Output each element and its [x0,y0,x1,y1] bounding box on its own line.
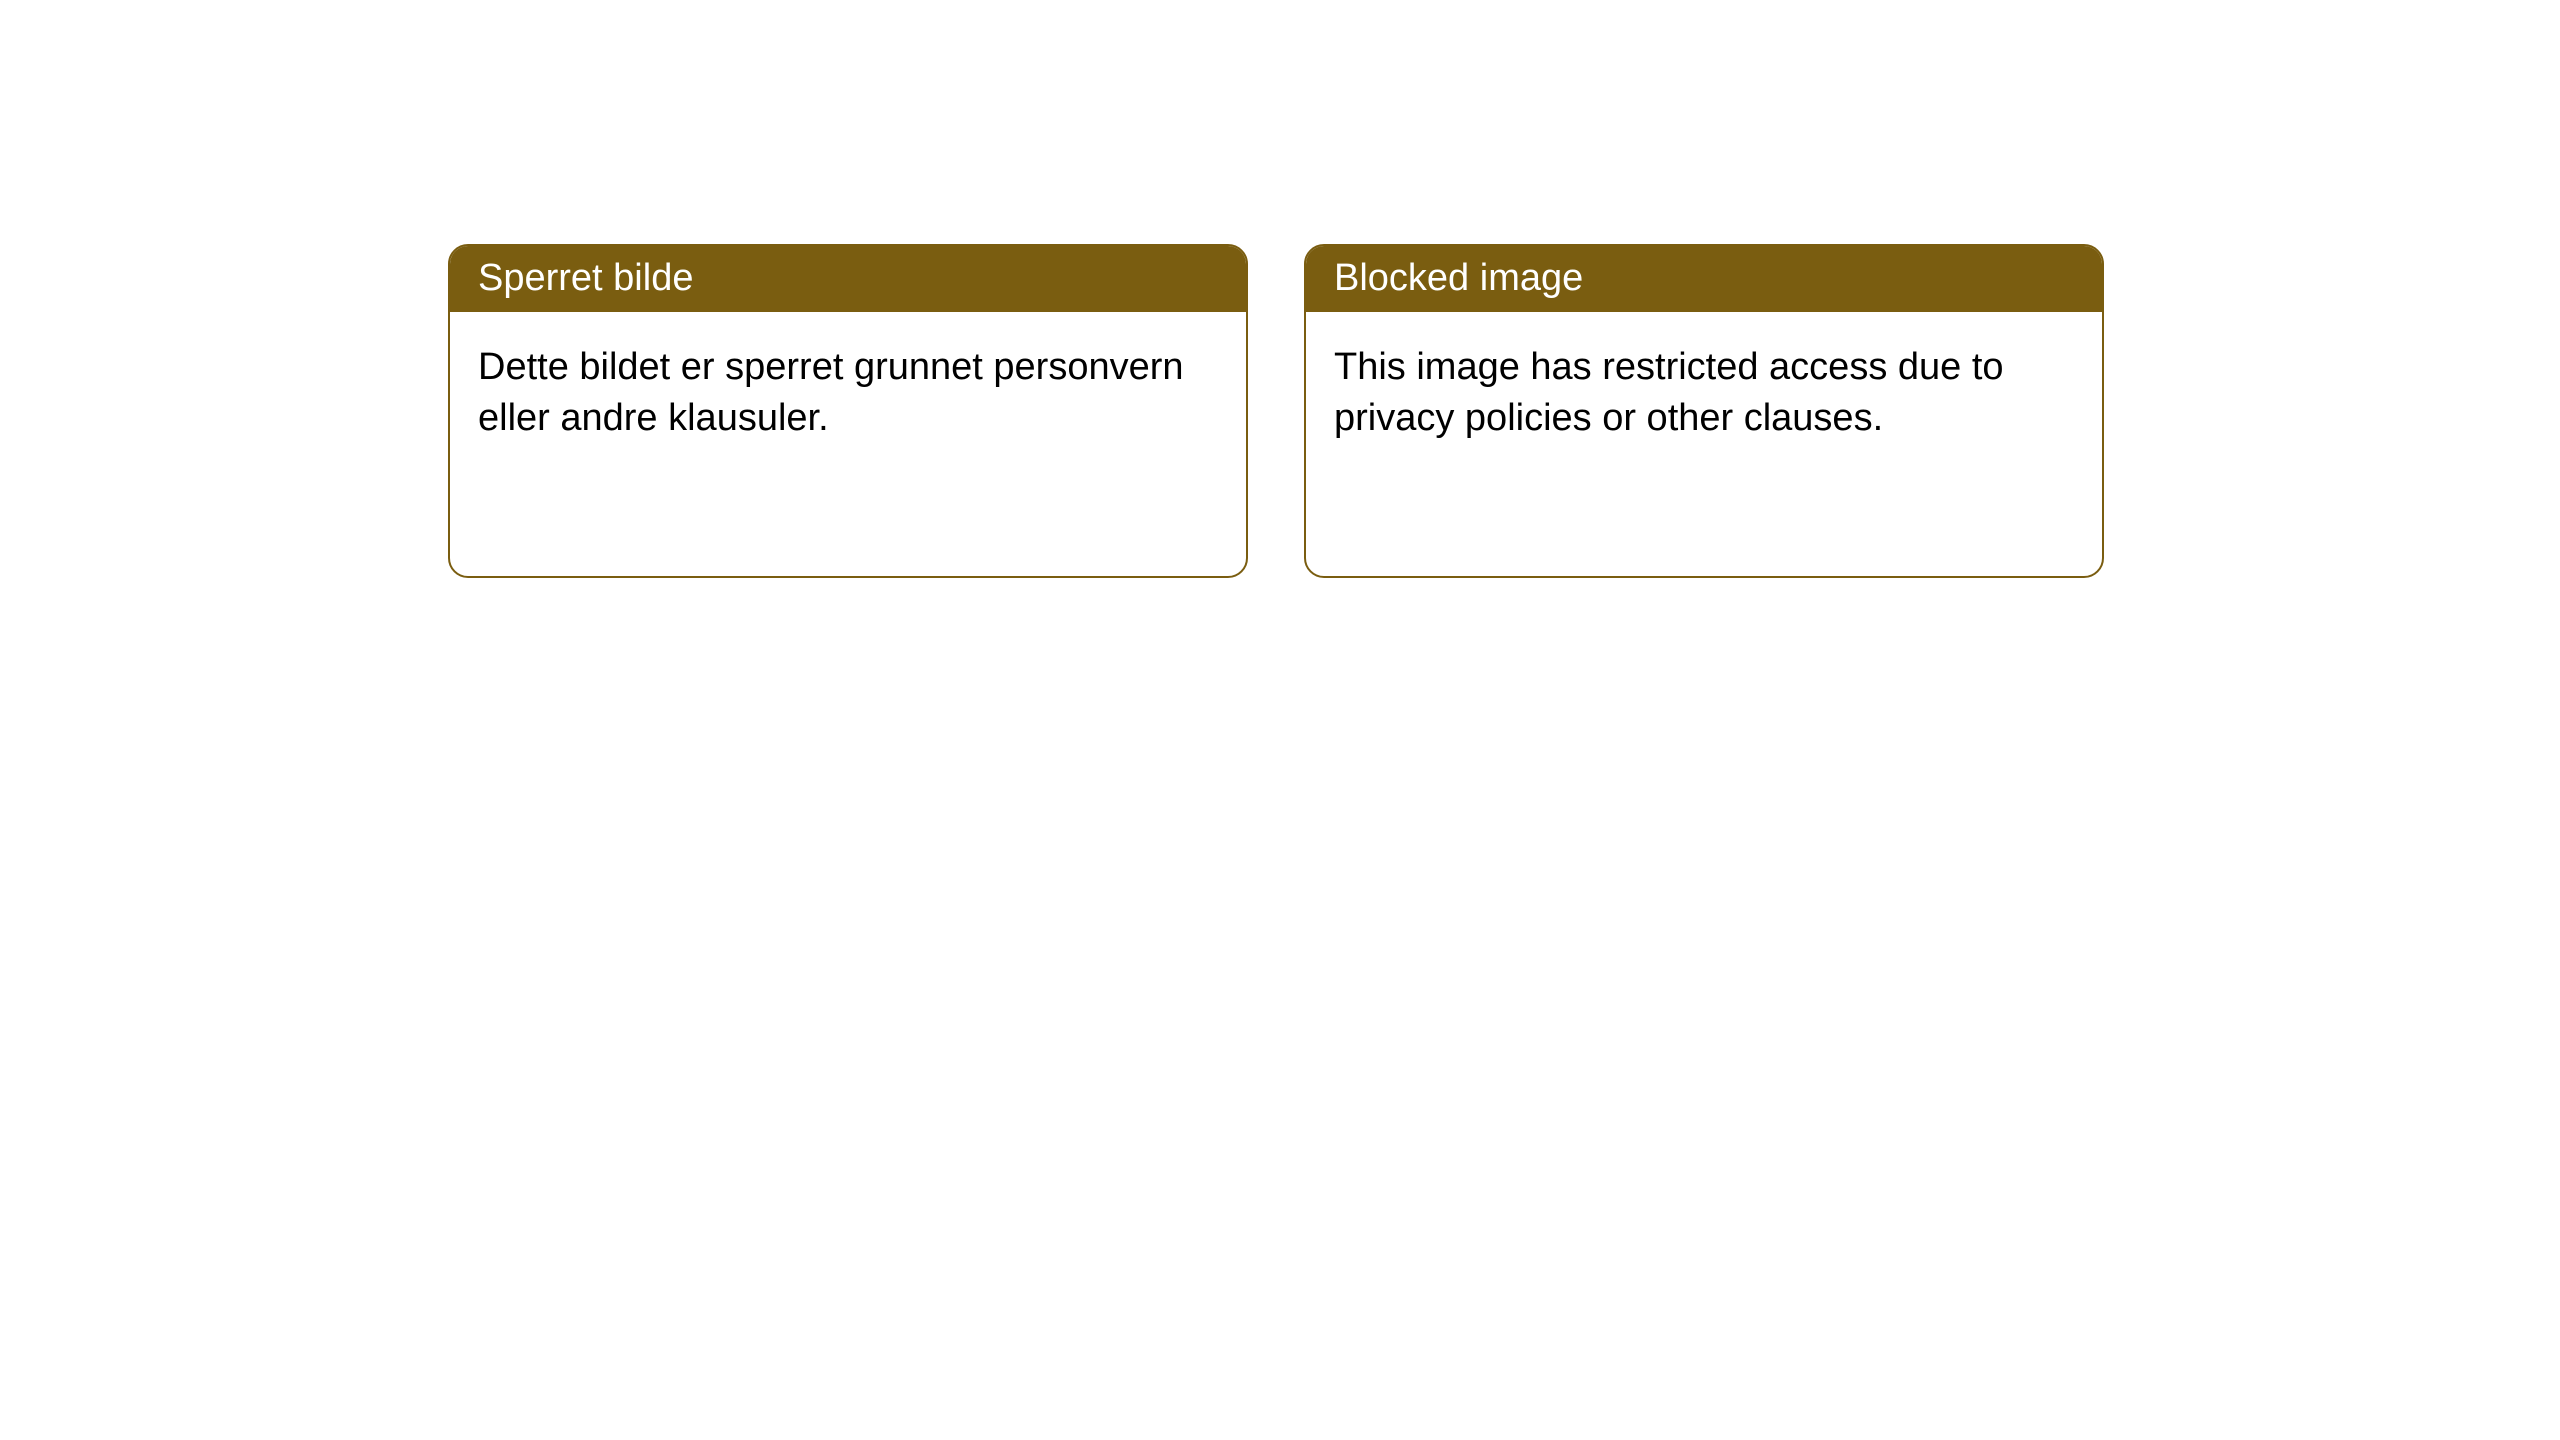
notice-title: Blocked image [1334,257,1583,299]
notice-card-english: Blocked image This image has restricted … [1304,244,2104,578]
notice-body-text: Dette bildet er sperret grunnet personve… [478,346,1184,439]
notice-header: Sperret bilde [450,246,1246,312]
notice-header: Blocked image [1306,246,2102,312]
notice-card-norwegian: Sperret bilde Dette bildet er sperret gr… [448,244,1248,578]
notice-body-text: This image has restricted access due to … [1334,346,2004,439]
notice-title: Sperret bilde [478,257,693,299]
notice-body: This image has restricted access due to … [1306,312,2102,475]
notice-body: Dette bildet er sperret grunnet personve… [450,312,1246,475]
notice-container: Sperret bilde Dette bildet er sperret gr… [0,0,2560,578]
